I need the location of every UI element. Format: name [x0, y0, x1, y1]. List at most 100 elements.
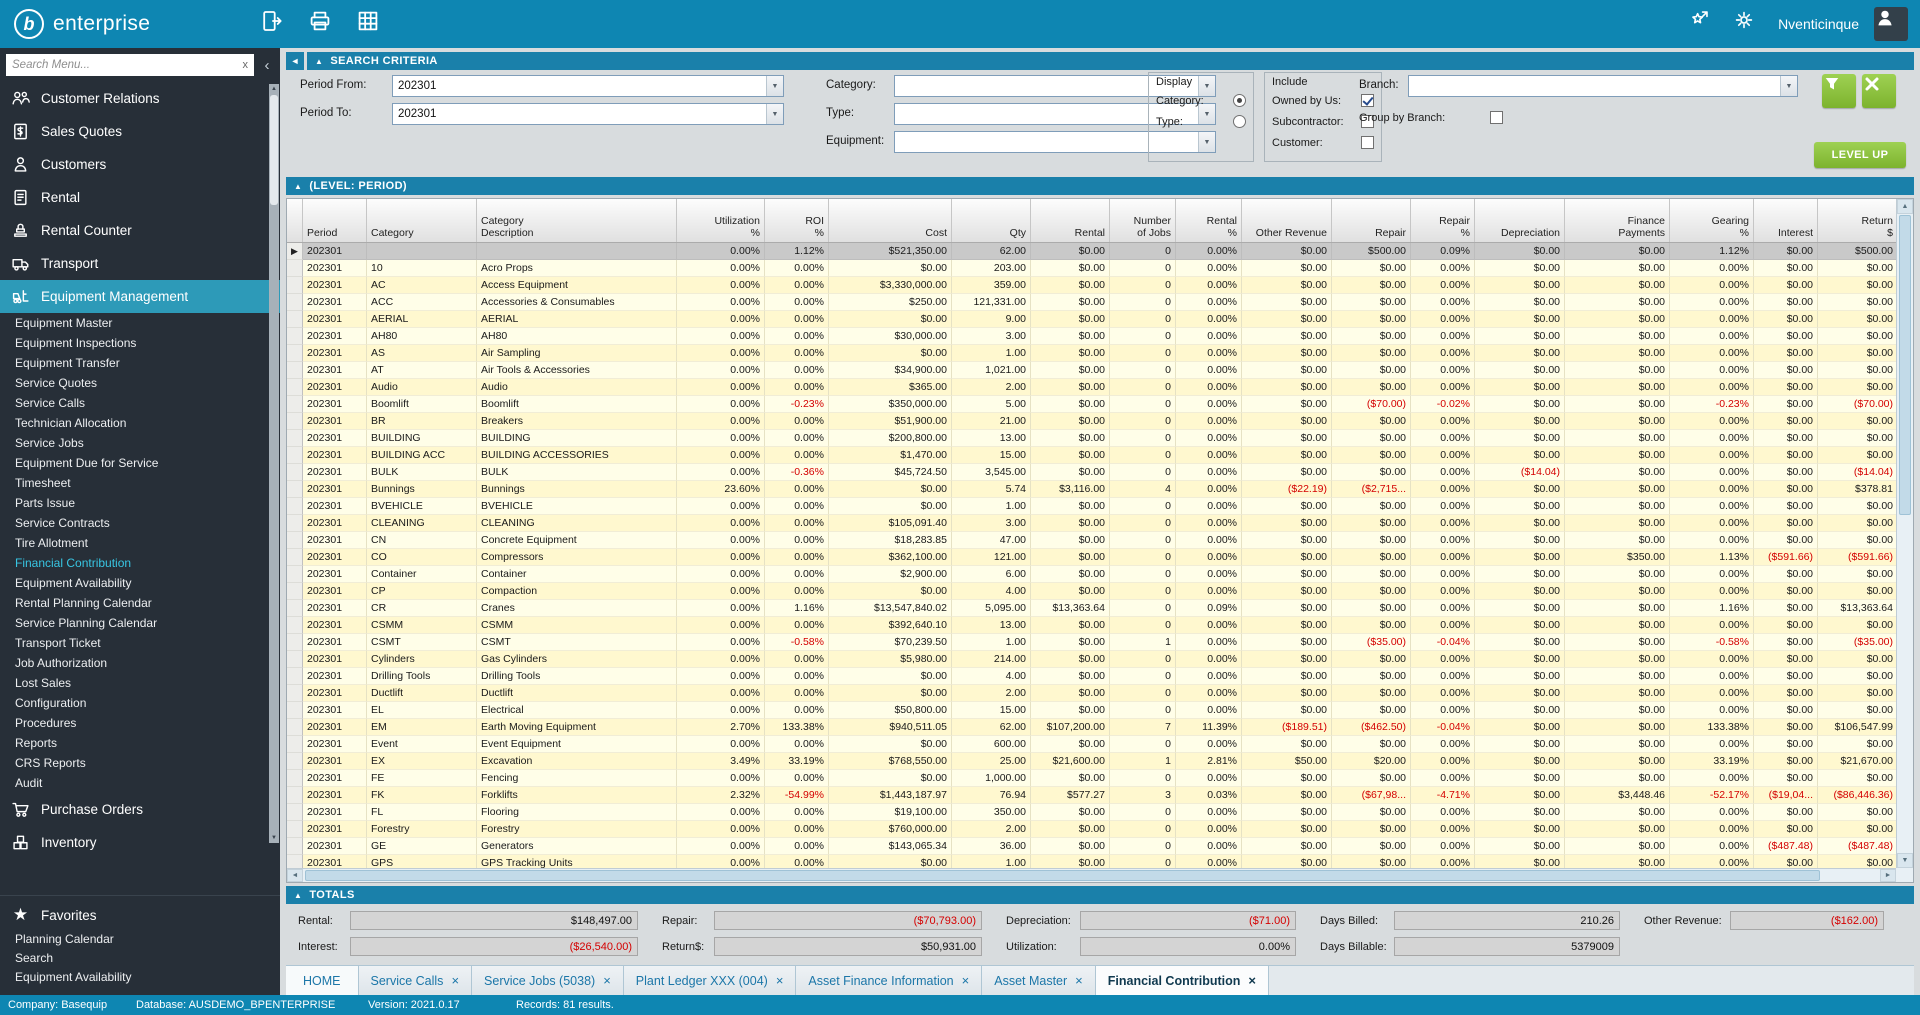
tab-home[interactable]: HOME — [286, 966, 359, 995]
checkbox-customer[interactable] — [1361, 136, 1374, 149]
column-header-other-revenue[interactable]: Other Revenue — [1242, 199, 1332, 242]
sidebar-subitem-technician-allocation[interactable]: Technician Allocation — [15, 416, 127, 430]
group-by-branch-checkbox[interactable] — [1490, 111, 1503, 124]
scroll-right-icon[interactable]: ► — [1880, 869, 1896, 882]
grid-row[interactable]: 202301 EL Electrical 0.00% 0.00% $50,800.00 15… — [287, 702, 1896, 719]
grid-vertical-scrollbar[interactable]: ▲ ▼ — [1896, 199, 1913, 868]
level-period-header[interactable]: ▲ (LEVEL: PERIOD) — [286, 177, 1914, 195]
favorite-item-equipment-availability[interactable]: Equipment Availability — [15, 970, 132, 984]
sidebar-item-inventory[interactable]: Inventory — [0, 826, 280, 859]
sidebar-item-equipment-management[interactable]: Equipment Management — [0, 280, 280, 313]
sidebar-subitem-lost-sales[interactable]: Lost Sales — [15, 676, 72, 690]
scroll-up-icon[interactable]: ▲ — [271, 86, 277, 92]
sidebar-subitem-timesheet[interactable]: Timesheet — [15, 476, 71, 490]
sidebar-subitem-configuration[interactable]: Configuration — [15, 696, 87, 710]
grid-row[interactable]: 202301 BVEHICLE BVEHICLE 0.00% 0.00% $0.00 1.0… — [287, 498, 1896, 515]
checkbox-owned-by-us[interactable] — [1361, 94, 1374, 107]
column-header-roi[interactable]: ROI % — [765, 199, 829, 242]
grid-row[interactable]: 202301 CSMT CSMT 0.00% -0.58% $70,239.50 1.00 $… — [287, 634, 1896, 651]
excel-export-button[interactable] — [356, 9, 386, 39]
grid-row[interactable]: 202301 10 Acro Props 0.00% 0.00% $0.00 203.00 $… — [287, 260, 1896, 277]
tab-financial-contribution[interactable]: Financial Contribution × — [1095, 966, 1269, 995]
column-header-category[interactable]: Category — [367, 199, 477, 242]
print-button[interactable] — [308, 9, 338, 39]
period-to-select[interactable]: 202301 ▼ — [392, 103, 784, 125]
period-from-select[interactable]: 202301 ▼ — [392, 75, 784, 97]
grid-row[interactable]: 202301 Bunnings Bunnings 23.60% 0.00% $0.00 5.… — [287, 481, 1896, 498]
sidebar-collapse-button[interactable]: ‹ — [264, 56, 270, 74]
column-header-repair[interactable]: Repair % — [1411, 199, 1475, 242]
sidebar-subitem-financial-contribution[interactable]: Financial Contribution — [15, 556, 132, 570]
tab-close-icon[interactable]: × — [603, 973, 611, 988]
grid-row[interactable]: 202301 EM Earth Moving Equipment 2.70% 133.3… — [287, 719, 1896, 736]
radio-category[interactable] — [1233, 94, 1246, 107]
scrollbar-thumb[interactable] — [1899, 215, 1911, 515]
export-button[interactable] — [260, 9, 290, 39]
grid-horizontal-scrollbar[interactable]: ◄ ► — [287, 868, 1896, 882]
grid-row[interactable]: 202301 CLEANING CLEANING 0.00% 0.00% $105,091… — [287, 515, 1896, 532]
grid-row[interactable]: 202301 Event Event Equipment 0.00% 0.00% $0.0… — [287, 736, 1896, 753]
user-avatar[interactable] — [1874, 7, 1908, 41]
type-select[interactable]: ▼ — [894, 103, 1216, 125]
sidebar-subitem-rental-planning-calendar[interactable]: Rental Planning Calendar — [15, 596, 152, 610]
column-header-depreciation[interactable]: Depreciation — [1475, 199, 1565, 242]
sidebar-subitem-service-quotes[interactable]: Service Quotes — [15, 376, 98, 390]
column-header-cost[interactable]: Cost — [829, 199, 952, 242]
grid-row[interactable]: 202301 FE Fencing 0.00% 0.00% $0.00 1,000.00 $0… — [287, 770, 1896, 787]
settings-button[interactable] — [1733, 9, 1763, 39]
tab-asset-master[interactable]: Asset Master × — [982, 966, 1096, 995]
grid-row[interactable]: 202301 BR Breakers 0.00% 0.00% $51,900.00 21.0… — [287, 413, 1896, 430]
grid-row[interactable]: 202301 FL Flooring 0.00% 0.00% $19,100.00 350.… — [287, 804, 1896, 821]
grid-row[interactable]: 202301 GE Generators 0.00% 0.00% $143,065.34 3… — [287, 838, 1896, 855]
sidebar-subitem-job-authorization[interactable]: Job Authorization — [15, 656, 108, 670]
dropdown-arrow-icon[interactable]: ▼ — [1198, 132, 1215, 152]
sidebar-item-transport[interactable]: Transport — [0, 247, 280, 280]
grid-row[interactable]: 202301 CSMM CSMM 0.00% 0.00% $392,640.10 13.00… — [287, 617, 1896, 634]
grid-row[interactable]: 202301 AT Air Tools & Accessories 0.00% 0.00… — [287, 362, 1896, 379]
column-header-number-of-jobs[interactable]: Number of Jobs — [1110, 199, 1176, 242]
favorite-item-planning-calendar[interactable]: Planning Calendar — [15, 932, 114, 946]
search-clear-icon[interactable]: x — [242, 59, 249, 71]
sidebar-subitem-transport-ticket[interactable]: Transport Ticket — [15, 636, 101, 650]
clear-filter-button[interactable] — [1862, 74, 1896, 108]
grid-row[interactable]: 202301 CN Concrete Equipment 0.00% 0.00% $18,… — [287, 532, 1896, 549]
sidebar-item-purchase-orders[interactable]: Purchase Orders — [0, 793, 280, 826]
grid-row[interactable]: 202301 AH80 AH80 0.00% 0.00% $30,000.00 3.00 $0… — [287, 328, 1896, 345]
sidebar-item-customers[interactable]: Customers — [0, 148, 280, 181]
tab-close-icon[interactable]: × — [1248, 973, 1256, 988]
grid-row[interactable]: 202301 AERIAL AERIAL 0.00% 0.00% $0.00 9.00 $0.… — [287, 311, 1896, 328]
grid-row[interactable]: 202301 FK Forklifts 2.32% -54.99% $1,443,187.… — [287, 787, 1896, 804]
tab-close-icon[interactable]: × — [775, 973, 784, 988]
sidebar-item-rental-counter[interactable]: Rental Counter — [0, 214, 280, 247]
sidebar-subitem-equipment-availability[interactable]: Equipment Availability — [15, 576, 132, 590]
sidebar-subitem-parts-issue[interactable]: Parts Issue — [15, 496, 76, 510]
column-header-return[interactable]: Return $ — [1818, 199, 1896, 242]
tab-close-icon[interactable]: × — [451, 973, 460, 988]
sidebar-subitem-crs-reports[interactable]: CRS Reports — [15, 756, 86, 770]
sidebar-subitem-audit[interactable]: Audit — [15, 776, 43, 790]
sidebar-subitem-reports[interactable]: Reports — [15, 736, 58, 750]
grid-row[interactable]: 202301 CO Compressors 0.00% 0.00% $362,100.00… — [287, 549, 1896, 566]
sidebar-subitem-equipment-master[interactable]: Equipment Master — [15, 316, 113, 330]
dropdown-arrow-icon[interactable]: ▼ — [1198, 76, 1215, 96]
tab-close-icon[interactable]: × — [1075, 973, 1083, 988]
column-header-gearing[interactable]: Gearing % — [1670, 199, 1754, 242]
tab-asset-finance-information[interactable]: Asset Finance Information × — [796, 966, 983, 995]
grid-row[interactable]: 202301 Cylinders Gas Cylinders 0.00% 0.00% $5… — [287, 651, 1896, 668]
scroll-left-icon[interactable]: ◄ — [287, 869, 303, 882]
grid-row[interactable]: 202301 Ductlift Ductlift 0.00% 0.00% $0.00 2.0… — [287, 685, 1896, 702]
sidebar-subitem-equipment-transfer[interactable]: Equipment Transfer — [15, 356, 120, 370]
grid-row[interactable]: 202301 BULK BULK 0.00% -0.36% $45,724.50 3,545… — [287, 464, 1896, 481]
sidebar-subitem-procedures[interactable]: Procedures — [15, 716, 77, 730]
tab-plant-ledger-xxx-004[interactable]: Plant Ledger XXX (004) × — [623, 966, 797, 995]
scroll-down-icon[interactable]: ▼ — [271, 835, 277, 841]
column-header-qty[interactable]: Qty — [952, 199, 1031, 242]
grid-row[interactable]: 202301 Forestry Forestry 0.00% 0.00% $760,000… — [287, 821, 1896, 838]
column-header-utilization[interactable]: Utilization % — [677, 199, 765, 242]
level-up-button[interactable]: LEVEL UP — [1814, 142, 1906, 168]
sidebar-subitem-service-calls[interactable]: Service Calls — [15, 396, 86, 410]
grid-row[interactable]: 202301 EX Excavation 3.49% 33.19% $768,550.00… — [287, 753, 1896, 770]
scroll-down-icon[interactable]: ▼ — [1897, 853, 1913, 868]
column-header-rental[interactable]: Rental — [1031, 199, 1110, 242]
grid-row[interactable]: ▶ 202301 0.00% 1.12% $521,350.00 62.00 $0.00 0 0… — [287, 243, 1896, 260]
